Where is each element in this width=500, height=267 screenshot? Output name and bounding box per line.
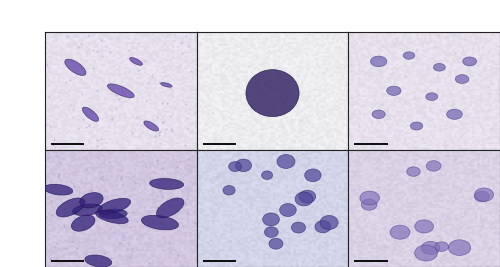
Ellipse shape: [474, 191, 490, 202]
Bar: [354, 143, 388, 145]
Ellipse shape: [474, 188, 494, 201]
Ellipse shape: [295, 192, 313, 206]
Ellipse shape: [370, 56, 387, 67]
Text: 5637: 5637: [375, 38, 407, 51]
Ellipse shape: [72, 204, 102, 216]
Ellipse shape: [262, 171, 272, 179]
Ellipse shape: [406, 167, 420, 176]
Ellipse shape: [144, 121, 158, 131]
Bar: [354, 260, 388, 262]
Ellipse shape: [415, 220, 434, 233]
Ellipse shape: [372, 110, 386, 119]
Ellipse shape: [426, 93, 438, 100]
Ellipse shape: [130, 57, 142, 65]
Ellipse shape: [44, 184, 73, 195]
Ellipse shape: [269, 238, 283, 249]
Ellipse shape: [236, 159, 252, 172]
Ellipse shape: [390, 225, 410, 239]
Ellipse shape: [96, 210, 128, 224]
Ellipse shape: [156, 198, 184, 218]
Bar: [98, 32, 450, 57]
Ellipse shape: [456, 75, 469, 83]
Ellipse shape: [56, 198, 85, 217]
Ellipse shape: [85, 255, 112, 267]
Ellipse shape: [448, 240, 470, 256]
Ellipse shape: [277, 155, 295, 168]
Ellipse shape: [65, 59, 86, 76]
Text: 3 hours: 3 hours: [75, 81, 85, 123]
Ellipse shape: [262, 213, 280, 226]
Ellipse shape: [426, 161, 441, 171]
Ellipse shape: [362, 199, 377, 210]
Ellipse shape: [108, 84, 134, 98]
Text: 6 hours: 6 hours: [75, 171, 85, 213]
Ellipse shape: [299, 190, 316, 203]
Bar: [202, 143, 236, 145]
Ellipse shape: [414, 245, 438, 261]
Ellipse shape: [422, 241, 440, 254]
Ellipse shape: [320, 215, 338, 230]
Text: HeLa: HeLa: [140, 38, 172, 51]
Ellipse shape: [463, 57, 476, 66]
Ellipse shape: [98, 198, 130, 214]
Ellipse shape: [434, 64, 446, 71]
Ellipse shape: [292, 222, 306, 233]
Ellipse shape: [435, 242, 448, 252]
Ellipse shape: [72, 215, 95, 231]
Ellipse shape: [150, 179, 184, 189]
Bar: [202, 260, 236, 262]
Ellipse shape: [142, 215, 178, 230]
Ellipse shape: [304, 169, 321, 182]
Ellipse shape: [223, 186, 235, 195]
Ellipse shape: [160, 83, 172, 87]
Ellipse shape: [410, 122, 423, 130]
Text: HT-29: HT-29: [256, 38, 292, 51]
Ellipse shape: [446, 109, 462, 119]
Ellipse shape: [404, 52, 414, 59]
Ellipse shape: [386, 86, 401, 95]
Bar: [51, 143, 84, 145]
Ellipse shape: [80, 193, 103, 208]
Ellipse shape: [360, 191, 380, 205]
Ellipse shape: [228, 162, 241, 171]
Ellipse shape: [99, 209, 127, 219]
Bar: [62, 57, 98, 238]
Ellipse shape: [264, 227, 278, 237]
Ellipse shape: [246, 70, 299, 117]
Bar: [51, 260, 84, 262]
Ellipse shape: [280, 204, 296, 217]
Ellipse shape: [315, 221, 331, 233]
Ellipse shape: [82, 107, 98, 121]
